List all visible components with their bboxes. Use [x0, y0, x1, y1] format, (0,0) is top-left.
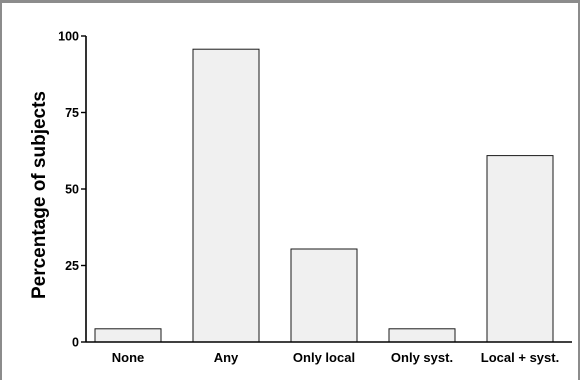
y-ticks-group: 0 25 50 75 100: [58, 30, 86, 350]
x-tick-label-local-syst: Local + syst.: [481, 350, 559, 365]
y-tick-label-25: 25: [65, 259, 79, 273]
bar-none: [94, 328, 162, 343]
x-tick-label-only-syst: Only syst.: [391, 350, 453, 365]
bar-local-syst: [486, 155, 554, 343]
x-tick-label-any: Any: [214, 350, 239, 365]
y-tick-label-100: 100: [58, 30, 79, 44]
y-tick-label-0: 0: [72, 336, 79, 350]
x-labels-group: None Any Only local Only syst. Local + syst.: [112, 350, 559, 365]
y-axis-title: Percentage of subjects: [29, 91, 50, 299]
y-tick-label-50: 50: [65, 183, 79, 197]
bars-group: [94, 48, 554, 343]
bar-only-local: [290, 248, 358, 343]
x-tick-label-none: None: [112, 350, 145, 365]
y-tick-label-75: 75: [65, 106, 79, 120]
bar-only-syst: [388, 328, 456, 343]
bar-any: [192, 48, 260, 343]
x-tick-label-only-local: Only local: [293, 350, 355, 365]
